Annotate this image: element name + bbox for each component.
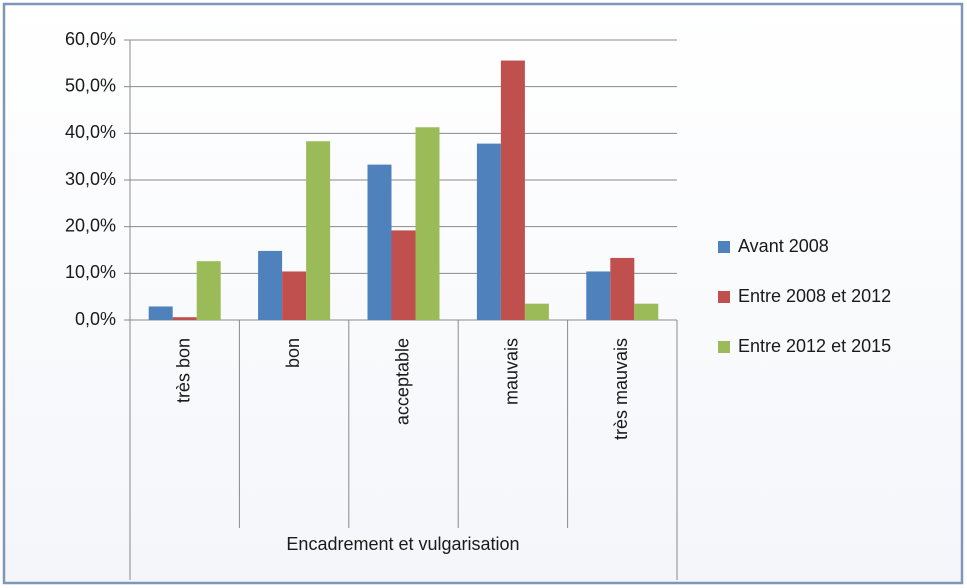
bar	[196, 261, 221, 320]
legend-label: Entre 2008 et 2012	[738, 286, 891, 306]
bar	[391, 230, 416, 320]
bar	[500, 60, 525, 321]
y-tick-label: 60,0%	[65, 29, 116, 49]
x-tick-label: acceptable	[392, 338, 412, 425]
y-tick-label: 10,0%	[65, 262, 116, 282]
bar	[415, 127, 440, 321]
y-tick-label: 20,0%	[65, 215, 116, 235]
x-tick-label: mauvais	[502, 338, 522, 405]
bar	[258, 250, 283, 320]
bar	[610, 257, 635, 320]
bar	[306, 141, 331, 320]
bar	[282, 271, 307, 320]
bar	[634, 303, 659, 320]
bar	[524, 303, 549, 320]
legend-label: Avant 2008	[738, 236, 829, 256]
bar	[367, 164, 392, 320]
y-tick-label: 40,0%	[65, 122, 116, 142]
legend-swatch	[718, 341, 730, 353]
legend-swatch	[718, 241, 730, 253]
bar	[148, 306, 173, 320]
bar	[172, 317, 197, 320]
x-axis-title: Encadrement et vulgarisation	[286, 534, 519, 554]
x-tick-label: bon	[283, 338, 303, 368]
bar	[476, 143, 501, 320]
y-tick-label: 30,0%	[65, 169, 116, 189]
x-tick-label: très mauvais	[611, 338, 631, 440]
y-tick-label: 0,0%	[75, 309, 116, 329]
x-tick-label: très bon	[173, 338, 193, 403]
legend-label: Entre 2012 et 2015	[738, 336, 891, 356]
legend-swatch	[718, 291, 730, 303]
y-tick-label: 50,0%	[65, 75, 116, 95]
bar	[586, 271, 611, 320]
